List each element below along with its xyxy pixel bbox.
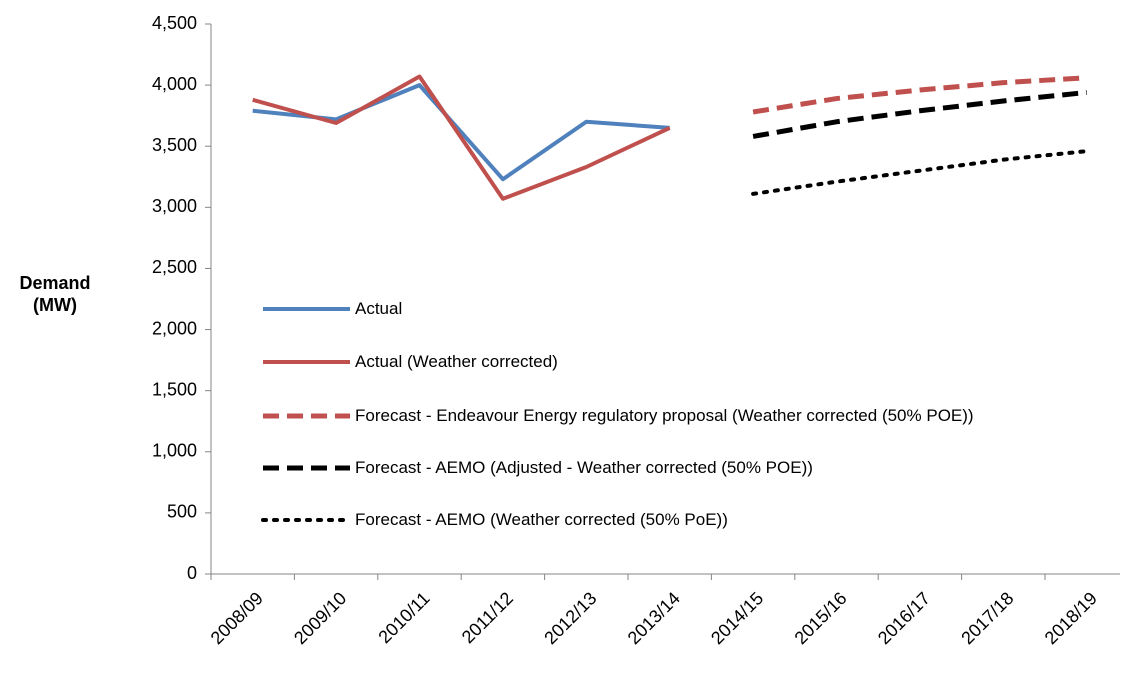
y-axis-label: Demand (MW) bbox=[19, 273, 91, 315]
x-tick-label: 2018/19 bbox=[1041, 588, 1101, 648]
y-tick-label: 3,000 bbox=[152, 196, 197, 216]
series-line bbox=[752, 89, 1087, 139]
y-tick-label: 4,000 bbox=[152, 74, 197, 94]
x-tick-label: 2015/16 bbox=[791, 588, 851, 648]
x-tick-label: 2008/09 bbox=[207, 588, 267, 648]
legend-label: Forecast - Endeavour Energy regulatory p… bbox=[355, 406, 974, 425]
y-tick-label: 2,500 bbox=[152, 257, 197, 277]
x-tick-label: 2014/15 bbox=[707, 588, 767, 648]
x-tick-label: 2017/18 bbox=[957, 588, 1017, 648]
x-tick-label: 2011/12 bbox=[458, 588, 517, 647]
series-line bbox=[252, 74, 671, 201]
series-line bbox=[252, 83, 670, 182]
legend-label: Forecast - AEMO (Weather corrected (50% … bbox=[355, 510, 728, 529]
legend-label: Actual (Weather corrected) bbox=[355, 352, 558, 371]
y-tick-label: 0 bbox=[187, 563, 197, 583]
series-line bbox=[751, 149, 1089, 196]
y-tick-label: 2,000 bbox=[152, 318, 197, 338]
y-tick-label: 1,000 bbox=[152, 441, 197, 461]
x-tick-label: 2013/14 bbox=[624, 588, 684, 648]
legend-label: Forecast - AEMO (Adjusted - Weather corr… bbox=[355, 458, 813, 477]
x-tick-label: 2010/11 bbox=[374, 588, 433, 647]
y-tick-label: 4,500 bbox=[152, 13, 197, 33]
y-tick-label: 500 bbox=[167, 502, 197, 522]
x-tick-label: 2012/13 bbox=[540, 588, 600, 648]
legend-label: Actual bbox=[355, 299, 403, 318]
x-tick-label: 2009/10 bbox=[290, 588, 350, 648]
x-tick-label: 2016/17 bbox=[874, 588, 934, 648]
y-tick-label: 1,500 bbox=[152, 379, 197, 399]
series-line bbox=[752, 75, 1087, 115]
y-tick-label: 3,500 bbox=[152, 135, 197, 155]
